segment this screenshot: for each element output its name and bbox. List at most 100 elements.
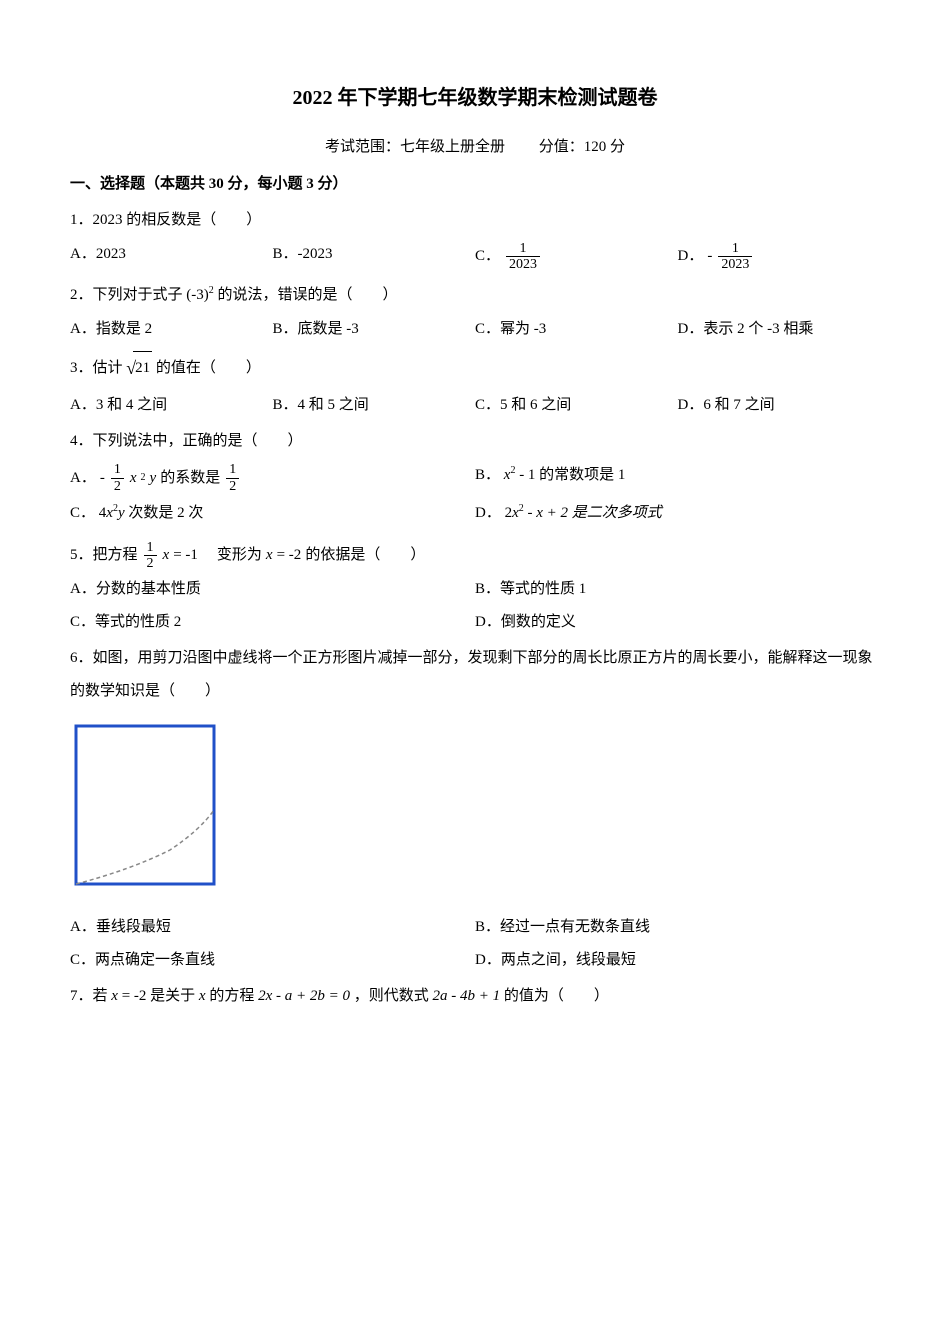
q4-options-row2: C． 4x2y 次数是 2 次 D． 2x2 - x + 2 是二次多项式 [70,500,880,527]
q3-stem: 3．估计 √21 的值在（ ） [70,349,880,389]
q3-sqrt-arg: 21 [133,351,152,385]
q4-d-x: x [512,505,519,521]
q1-d-frac: 1 2023 [718,241,752,273]
q6-stem: 6．如图，用剪刀沿图中虚线将一个正方形图片减掉一部分，发现剩下部分的周长比原正方… [70,642,880,708]
square-border [76,726,214,884]
q4-a-mid: 的系数是 [160,465,220,492]
q5-options-row2: C．等式的性质 2 D．倒数的定义 [70,609,880,636]
q2-opt-a: A．指数是 2 [70,316,273,343]
q1-c-den: 2023 [506,257,540,272]
q7-x: x [111,988,118,1004]
q1-opt-b: B．-2023 [273,241,476,273]
q1-d-prefix: D． [678,243,704,270]
q2-opt-c: C．幂为 -3 [475,316,678,343]
square-cut-figure [70,720,220,890]
q4-d-coef: 2 [505,505,513,521]
q5-eq: = -1 [173,539,198,572]
q4-c-prefix: C． [70,505,95,521]
q4-options-row1: A． - 1 2 x2y 的系数是 1 2 B． x2 - 1 的常数项是 1 [70,462,880,494]
q5-eq2: = -2 [277,539,302,572]
q5-opt-b: B．等式的性质 1 [475,576,880,603]
q4-a-prefix: A． [70,465,96,492]
q5-x2: x [266,539,273,572]
q5-opt-d: D．倒数的定义 [475,609,880,636]
q4-a-frac1: 1 2 [111,462,124,494]
q4-a-frac2: 1 2 [226,462,239,494]
q4-stem: 4．下列说法中，正确的是（ ） [70,425,880,458]
section-1-head: 一、选择题（本题共 30 分，每小题 3 分） [70,171,880,198]
q4-d-rest: - x + 2 是二次多项式 [528,505,662,521]
q4-a-num: 1 [111,462,124,478]
q7-expr: 2x - a + 2b = 0 [258,988,350,1004]
q1-opt-c: C． 1 2023 [475,241,678,273]
q6-options-row1: A．垂线段最短 B．经过一点有无数条直线 [70,914,880,941]
q2-stem: 2．下列对于式子 (-3)2 的说法，错误的是（ ） [70,279,880,312]
q7-mid1: 是关于 [150,988,195,1004]
q5-mid: 变形为 [202,539,262,572]
q6-opt-a: A．垂线段最短 [70,914,475,941]
q6-opt-c: C．两点确定一条直线 [70,947,475,974]
q5-post: 的依据是（ ） [305,539,425,572]
q7-post: 的值为（ ） [504,988,609,1004]
q7-mid3: ，则代数式 [354,988,429,1004]
q1-opt-a: A．2023 [70,241,273,273]
q5-den: 2 [144,556,157,571]
q2-expr-sup: 2 [209,285,214,296]
scope-text: 考试范围：七年级上册全册 [325,139,505,155]
page-title: 2022 年下学期七年级数学期末检测试题卷 [70,80,880,116]
q2-options: A．指数是 2 B．底数是 -3 C．幂为 -3 D．表示 2 个 -3 相乘 [70,316,880,343]
q4-d-sup: 2 [519,503,524,514]
q5-options-row1: A．分数的基本性质 B．等式的性质 1 [70,576,880,603]
q5-x: x [163,539,170,572]
q4-opt-b: B． x2 - 1 的常数项是 1 [475,462,880,494]
q4-a-den2: 2 [226,479,239,494]
q6-opt-d: D．两点之间，线段最短 [475,947,880,974]
q3-post: 的值在（ ） [156,360,261,376]
q3-opt-b: B．4 和 5 之间 [273,392,476,419]
q3-opt-d: D．6 和 7 之间 [678,392,881,419]
q4-a-y: y [150,465,157,492]
q7-expr2: 2a - 4b + 1 [433,988,501,1004]
q7-mid2: 的方程 [209,988,254,1004]
q5-pre: 5．把方程 [70,539,138,572]
score-text: 分值：120 分 [539,139,625,155]
q1-c-frac: 1 2023 [506,241,540,273]
q3-options: A．3 和 4 之间 B．4 和 5 之间 C．5 和 6 之间 D．6 和 7… [70,392,880,419]
q4-b-prefix: B． [475,467,500,483]
q4-a-den: 2 [111,479,124,494]
q7-stem: 7．若 x = -2 是关于 x 的方程 2x - a + 2b = 0 ，则代… [70,980,880,1013]
q5-opt-c: C．等式的性质 2 [70,609,475,636]
q4-b-rest: - 1 的常数项是 1 [519,467,625,483]
q7-x2: x [199,988,206,1004]
q3-opt-a: A．3 和 4 之间 [70,392,273,419]
q7-eq: = -2 [122,988,147,1004]
q4-c-rest: 次数是 2 次 [128,505,203,521]
subtitle: 考试范围：七年级上册全册 分值：120 分 [70,134,880,161]
q1-d-den: 2023 [718,257,752,272]
q1-options: A．2023 B．-2023 C． 1 2023 D． - 1 2023 [70,241,880,273]
q6-opt-b: B．经过一点有无数条直线 [475,914,880,941]
q4-a-num2: 1 [226,462,239,478]
q4-opt-d: D． 2x2 - x + 2 是二次多项式 [475,500,880,527]
q4-c-y: y [118,505,125,521]
q1-stem: 1．2023 的相反数是（ ） [70,204,880,237]
cut-dashed-line [76,810,214,884]
q6-options-row2: C．两点确定一条直线 D．两点之间，线段最短 [70,947,880,974]
q1-d-num: 1 [718,241,752,257]
q1-d-neg: - [707,243,712,270]
q1-opt-d: D． - 1 2023 [678,241,881,273]
q4-a-neg: - [100,465,105,492]
q2-expr-base: (-3) [186,287,209,303]
q5-opt-a: A．分数的基本性质 [70,576,475,603]
q4-b-sup: 2 [510,465,515,476]
q2-post: 的说法，错误的是（ ） [218,287,398,303]
q7-pre: 7．若 [70,988,108,1004]
q5-stem: 5．把方程 1 2 x = -1 变形为 x = -2 的依据是（ ） [70,539,425,572]
q3-sqrt: √21 [126,349,152,389]
q3-opt-c: C．5 和 6 之间 [475,392,678,419]
q4-d-prefix: D． [475,505,501,521]
q2-opt-b: B．底数是 -3 [273,316,476,343]
q3-pre: 3．估计 [70,360,123,376]
q6-figure [70,720,880,900]
q1-c-prefix: C． [475,243,500,270]
